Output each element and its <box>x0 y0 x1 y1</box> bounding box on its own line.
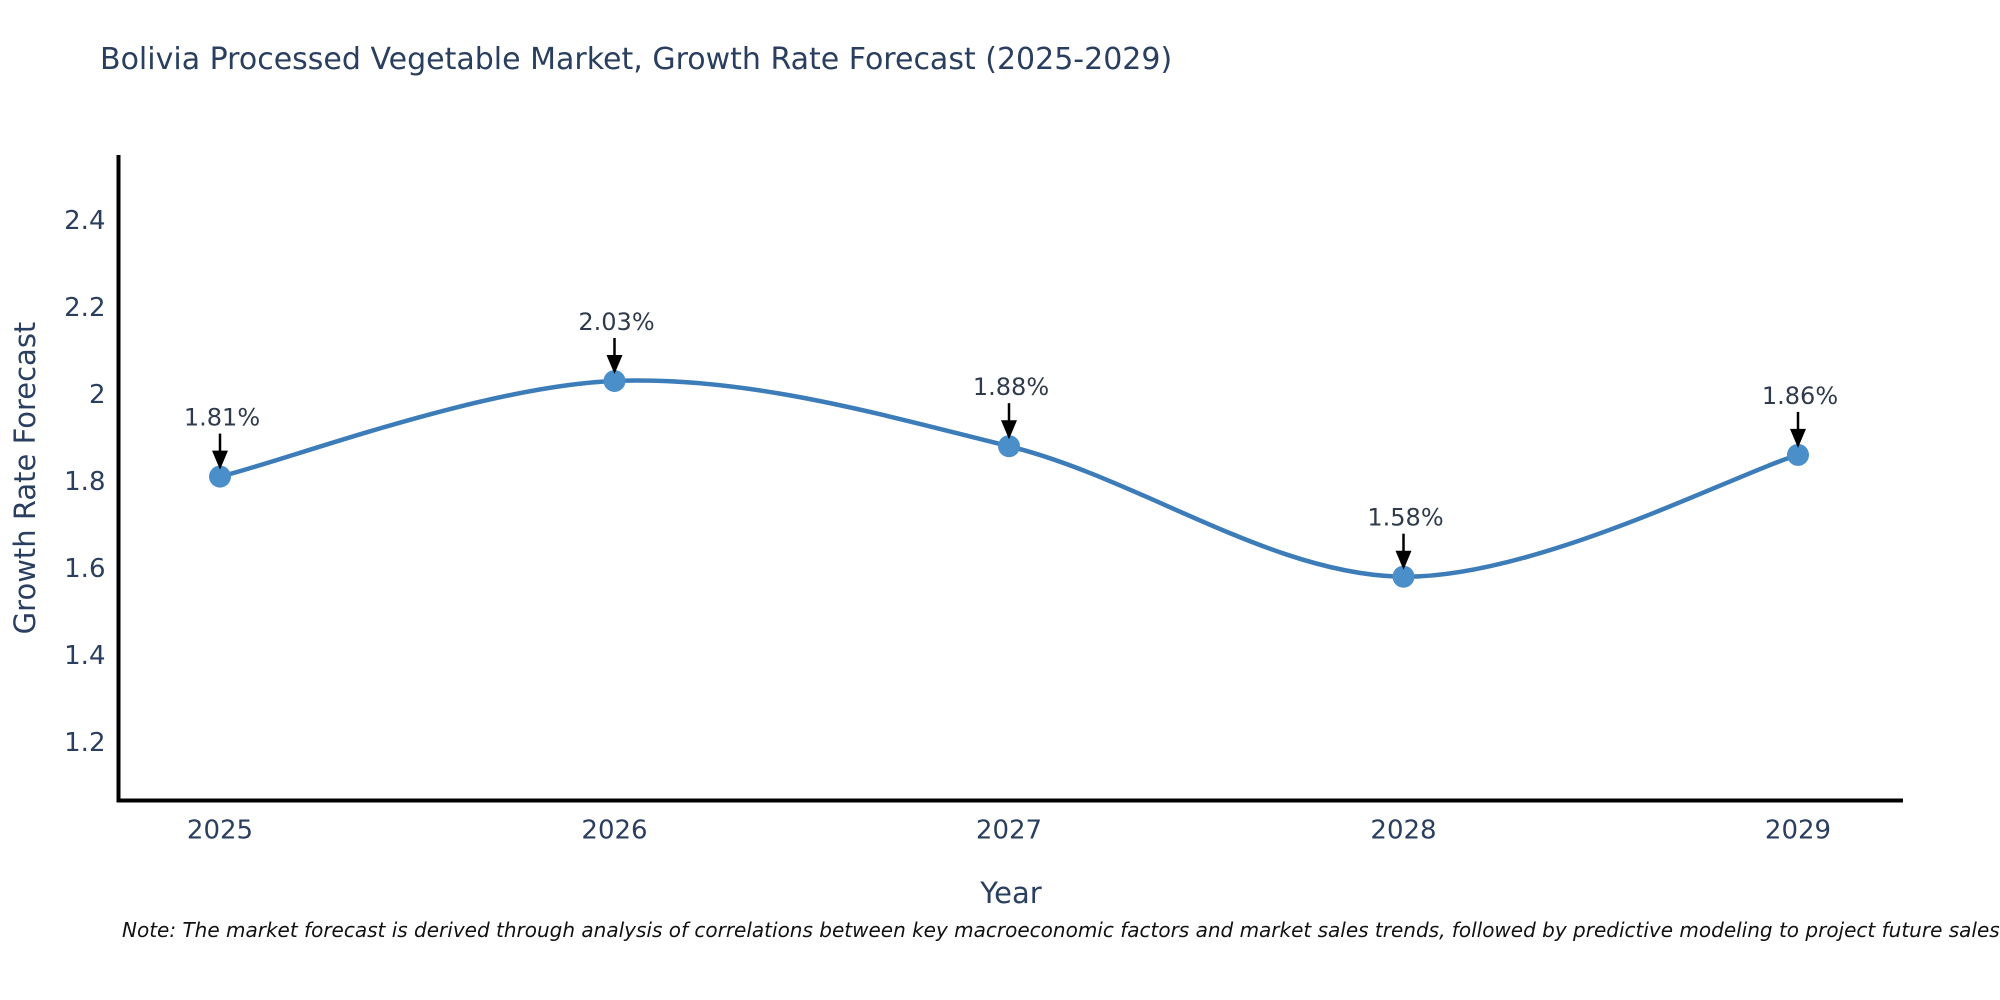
data-point-marker <box>603 370 626 392</box>
x-tick-label: 2029 <box>1765 816 1831 846</box>
x-axis-title: Year <box>980 876 1042 910</box>
annotation-arrow-head <box>606 355 623 374</box>
y-tick-label: 1.6 <box>64 554 105 584</box>
annotation-arrow-head <box>1790 428 1806 448</box>
point-annotation-label: 1.86% <box>1762 382 1838 410</box>
y-tick-label: 1.2 <box>64 728 105 758</box>
data-point-marker <box>998 435 1020 458</box>
x-tick-label: 2025 <box>187 816 253 846</box>
data-point-marker <box>209 465 231 488</box>
y-axis-title: Growth Rate Forecast <box>8 321 42 635</box>
point-annotation-label: 2.03% <box>578 308 654 336</box>
data-point-marker <box>1392 565 1415 588</box>
y-tick-label: 2.2 <box>64 293 105 323</box>
annotation-arrow-head <box>212 450 228 470</box>
y-tick-label: 2 <box>89 380 106 410</box>
annotation-arrow-head <box>1395 550 1412 570</box>
point-annotation-label: 1.88% <box>973 373 1049 401</box>
y-tick-label: 2.4 <box>64 206 105 236</box>
point-annotation-label: 1.58% <box>1367 504 1443 532</box>
data-point-marker <box>1787 443 1809 466</box>
x-tick-label: 2026 <box>581 816 647 846</box>
annotation-arrow-head <box>1001 420 1017 440</box>
x-tick-label: 2027 <box>976 816 1042 846</box>
chart-title: Bolivia Processed Vegetable Market, Grow… <box>100 42 1173 77</box>
x-tick-label: 2028 <box>1370 816 1436 846</box>
y-tick-label: 1.4 <box>64 641 105 671</box>
y-tick-label: 1.8 <box>64 467 105 497</box>
footnote: Note: The market forecast is derived thr… <box>122 918 2000 942</box>
point-annotation-label: 1.81% <box>184 404 260 432</box>
